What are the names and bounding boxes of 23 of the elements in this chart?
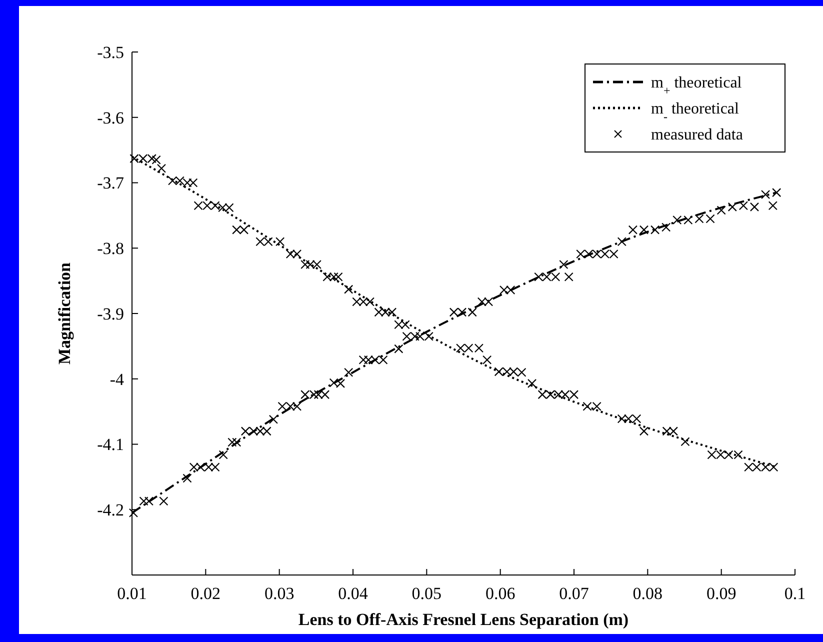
x-tick-label: 0.08 (632, 584, 663, 603)
y-tick-label: -3.5 (97, 42, 124, 62)
y-tick-label: -3.9 (97, 304, 124, 324)
x-tick-label: 0.05 (412, 584, 442, 603)
x-tick-label: 0.03 (264, 584, 294, 603)
x-tick-label: 0.02 (190, 584, 221, 603)
x-tick-label: 0.01 (117, 584, 147, 603)
y-tick-label: -4 (110, 370, 124, 389)
legend-label: m$_{+}$ theoretical (651, 74, 742, 98)
y-tick-label: -4.2 (97, 500, 124, 520)
y-tick-label: -3.6 (97, 108, 124, 128)
x-tick-label: 0.06 (485, 584, 516, 603)
y-tick-label: -3.7 (97, 174, 124, 193)
x-tick-label: 0.1 (784, 584, 806, 603)
x-tick-label: 0.07 (559, 584, 590, 603)
x-tick-label: 0.04 (338, 584, 368, 603)
x-axis-title: Lens to Off-Axis Fresnel Lens Separation (m) (298, 610, 629, 629)
legend-label: measured data (651, 126, 743, 144)
legend-label: m$_{-}$ theoretical (651, 100, 740, 124)
y-tick-label: -4.1 (97, 435, 124, 454)
y-tick-label: -3.8 (97, 239, 124, 258)
x-tick-label: 0.09 (706, 584, 736, 603)
y-axis-title: Magnification (55, 262, 74, 364)
